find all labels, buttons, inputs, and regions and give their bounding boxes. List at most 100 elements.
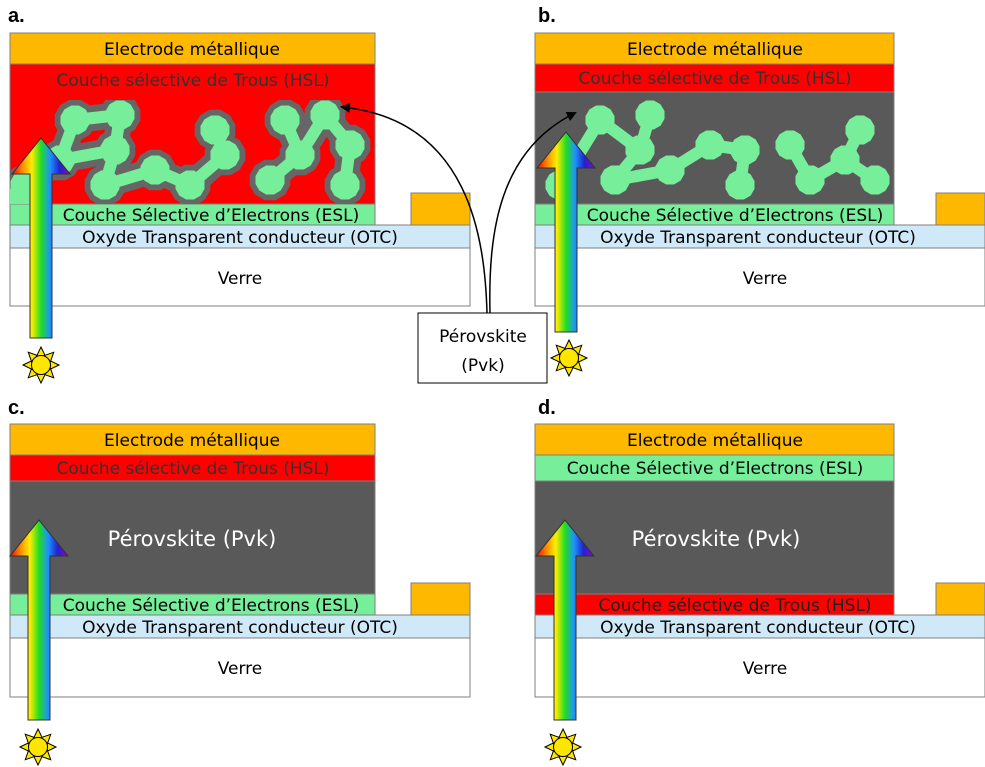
verre-layer-b — [534, 247, 985, 307]
particle — [90, 170, 120, 200]
sun-ray — [18, 741, 30, 753]
sun-ray — [46, 741, 58, 753]
callout-line-1: Pérovskite — [439, 327, 527, 347]
sun-ray — [577, 352, 589, 364]
electrode-layer-c — [9, 423, 376, 456]
otc-label-a: Oxyde Transparent conducteur (OTC) — [82, 228, 398, 248]
verre-layer-a — [9, 247, 471, 307]
panel-c: c. Verre Oxyde Transparent conducteur (O… — [8, 397, 471, 767]
sun-ray — [21, 359, 33, 371]
particle — [270, 105, 300, 135]
callout-arrow-to-b — [489, 112, 577, 314]
electrode-label-b: Electrode métallique — [627, 40, 803, 60]
light-arrow-c — [8, 519, 70, 721]
particle — [310, 100, 340, 130]
pvk-layer-d — [534, 480, 895, 595]
light-arrow-b — [535, 131, 597, 333]
particle — [860, 165, 890, 195]
sun-ray — [35, 373, 47, 385]
particle — [600, 165, 630, 195]
panel-b: b. Verre Oxyde Transparent conducteur (O… — [534, 5, 985, 378]
particle — [330, 170, 360, 200]
sun-ray — [557, 755, 569, 767]
pvk-layer-c — [9, 480, 376, 595]
hsl-label-d: Couche sélective de Trous (HSL) — [598, 596, 871, 616]
sun-ray — [549, 352, 561, 364]
verre-layer-d — [534, 637, 985, 698]
particle — [625, 135, 655, 165]
particle — [795, 165, 825, 195]
pvk-label-d: Pérovskite (Pvk) — [632, 527, 801, 551]
light-arrow-shape — [535, 131, 597, 333]
particle — [210, 140, 240, 170]
panel-letter-d: d. — [538, 397, 556, 419]
esl-label-d: Couche Sélective d’Electrons (ESL) — [567, 459, 864, 479]
verre-label-d: Verre — [743, 659, 788, 679]
particle — [105, 100, 135, 130]
panel-letter-a: a. — [8, 5, 25, 27]
otc-label-d: Oxyde Transparent conducteur (OTC) — [600, 618, 916, 638]
sun-ray — [557, 727, 569, 739]
panel-letter-b: b. — [538, 5, 556, 27]
particle — [655, 155, 685, 185]
electrode-layer-d — [534, 423, 895, 456]
light-arrow-shape — [8, 519, 70, 721]
electrode-label-d: Electrode métallique — [627, 431, 803, 451]
sun-ray — [543, 741, 555, 753]
sun-icon-a — [21, 345, 61, 385]
verre-label-a: Verre — [218, 269, 263, 289]
panel-letter-c: c. — [8, 397, 25, 419]
sun-ray — [571, 741, 583, 753]
verre-layer-c — [9, 637, 471, 698]
electrode-label-c: Electrode métallique — [104, 431, 280, 451]
callout-box — [417, 312, 548, 384]
particle — [100, 135, 130, 165]
particle — [255, 165, 285, 195]
sun-ray — [563, 366, 575, 378]
hsl-layer-c — [9, 454, 376, 482]
light-arrow-shape — [10, 137, 72, 339]
particle — [635, 100, 665, 130]
esl-label-b: Couche Sélective d’Electrons (ESL) — [587, 206, 884, 226]
particle — [10, 185, 35, 204]
panel-d: d. Verre Oxyde Transparent conducteur (O… — [534, 397, 985, 767]
hsl-layer-b — [534, 63, 895, 93]
sun-ray — [32, 727, 44, 739]
sun-icon-c — [18, 727, 58, 767]
pvk-label-c: Pérovskite (Pvk) — [108, 527, 277, 551]
particle — [60, 105, 90, 135]
particle — [695, 130, 725, 160]
electrode-contact-a — [410, 192, 471, 226]
otc-label-b: Oxyde Transparent conducteur (OTC) — [600, 228, 916, 248]
sun-disc — [31, 355, 51, 375]
sun-disc — [553, 737, 573, 757]
electrode-label-a: Electrode métallique — [104, 40, 280, 60]
particle — [200, 115, 230, 145]
electrode-layer-a — [9, 32, 376, 65]
sun-ray — [49, 359, 61, 371]
hsl-label-a: Couche sélective de Trous (HSL) — [56, 71, 329, 91]
panel-a: a. Verre Oxyde Transparent conducteur (O… — [8, 5, 471, 385]
hsl-label-b: Couche sélective de Trous (HSL) — [578, 69, 851, 89]
light-arrow-shape — [534, 519, 596, 721]
particle — [725, 170, 755, 200]
electrode-contact-c — [410, 582, 471, 616]
callout-arrow-to-a — [340, 102, 488, 314]
electrode-contact-b — [935, 192, 985, 226]
sun-icon-d — [543, 727, 583, 767]
electrode-contact-d — [935, 582, 985, 616]
light-arrow-d — [534, 519, 596, 721]
sun-ray — [35, 345, 47, 357]
verre-label-c: Verre — [218, 659, 263, 679]
perovskite-callout: Pérovskite (Pvk) — [340, 102, 577, 384]
esl-layer-d — [534, 454, 895, 482]
electrode-layer-b — [534, 32, 895, 65]
particle — [730, 135, 760, 165]
particle — [585, 105, 615, 135]
sun-icon-b — [549, 338, 589, 378]
particle — [845, 115, 875, 145]
esl-label-a: Couche Sélective d’Electrons (ESL) — [63, 206, 360, 226]
hsl-label-c: Couche sélective de Trous (HSL) — [56, 459, 329, 479]
